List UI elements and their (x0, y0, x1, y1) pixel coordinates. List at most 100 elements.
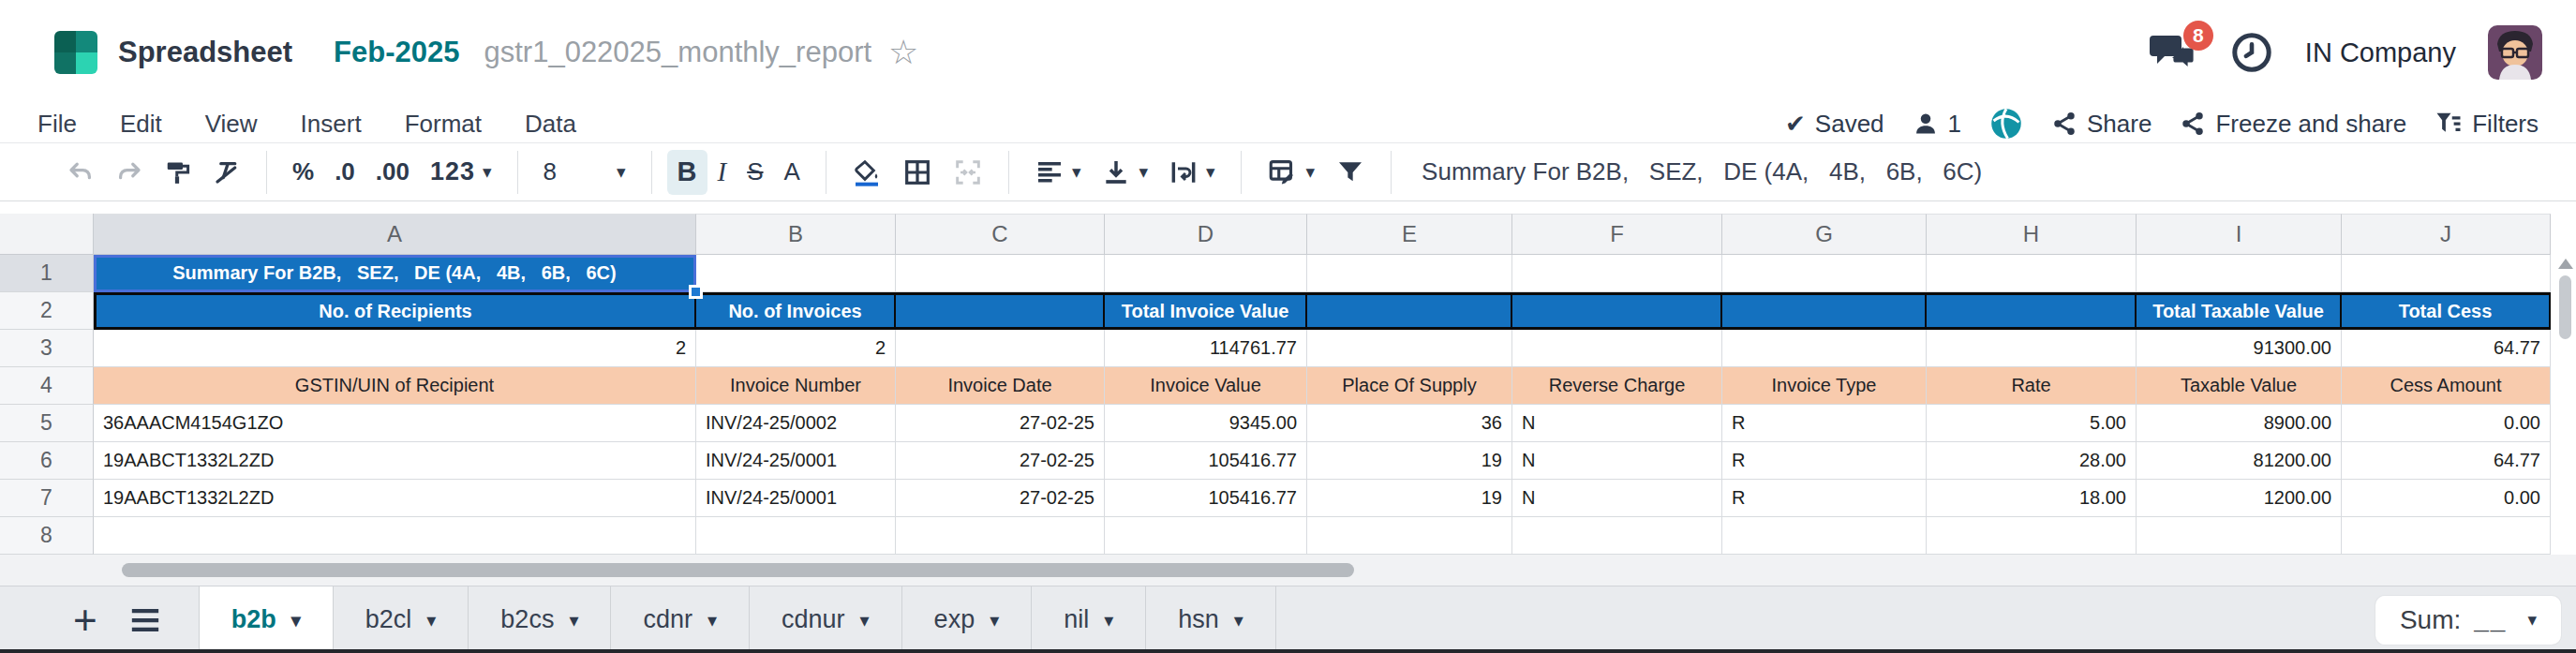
cell-G8[interactable] (1722, 517, 1927, 555)
sheet-tab-cdnur[interactable]: cdnur▾ (750, 586, 902, 653)
cell-A4[interactable]: GSTIN/UIN of Recipient (94, 367, 696, 405)
cell-A2[interactable]: No. of Recipients (94, 292, 696, 330)
select-all-corner[interactable] (0, 214, 94, 255)
row-header-7[interactable]: 7 (0, 480, 94, 517)
column-header-I[interactable]: I (2137, 214, 2342, 255)
row-header-1[interactable]: 1 (0, 255, 94, 292)
row-header-5[interactable]: 5 (0, 405, 94, 442)
column-header-F[interactable]: F (1512, 214, 1722, 255)
row-header-2[interactable]: 2 (0, 292, 94, 330)
row-header-8[interactable]: 8 (0, 517, 94, 555)
cell-E1[interactable] (1307, 255, 1512, 292)
text-wrap-button[interactable]: ▾ (1158, 150, 1226, 195)
cell-G5[interactable]: R (1722, 405, 1927, 442)
aggregate-selector[interactable]: Sum: __ ▾ (2375, 596, 2561, 645)
cell-G6[interactable]: R (1722, 442, 1927, 480)
cell-B2[interactable]: No. of Invoices (696, 292, 896, 330)
doc-period-link[interactable]: Feb-2025 (334, 36, 459, 69)
column-header-H[interactable]: H (1927, 214, 2137, 255)
cell-C8[interactable] (896, 517, 1105, 555)
activity-clock-button[interactable] (2230, 31, 2273, 74)
cell-J4[interactable]: Cess Amount (2342, 367, 2551, 405)
cell-J6[interactable]: 64.77 (2342, 442, 2551, 480)
cell-B7[interactable]: INV/24-25/0001 (696, 480, 896, 517)
cell-A7[interactable]: 19AABCT1332L2ZD (94, 480, 696, 517)
sheet-tab-b2cl[interactable]: b2cl▾ (334, 586, 469, 653)
decrease-decimal-button[interactable]: .0 (324, 150, 365, 195)
cell-E8[interactable] (1307, 517, 1512, 555)
cell-H4[interactable]: Rate (1927, 367, 2137, 405)
cell-H2[interactable] (1927, 292, 2137, 330)
column-header-C[interactable]: C (896, 214, 1105, 255)
cell-A1[interactable]: Summary For B2B, SEZ, DE (4A, 4B, 6B, 6C… (94, 255, 696, 292)
cell-I3[interactable]: 91300.00 (2137, 330, 2342, 367)
sheet-tab-exp[interactable]: exp▾ (902, 586, 1033, 653)
vertical-scroll-arrow[interactable] (2558, 259, 2573, 269)
cell-F8[interactable] (1512, 517, 1722, 555)
sheet-tab-nil[interactable]: nil▾ (1032, 586, 1146, 653)
undo-button[interactable] (56, 150, 105, 195)
row-header-6[interactable]: 6 (0, 442, 94, 480)
column-header-A[interactable]: A (94, 214, 696, 255)
menu-insert[interactable]: Insert (301, 110, 362, 139)
cell-I2[interactable]: Total Taxable Value (2137, 292, 2342, 330)
cell-D1[interactable] (1105, 255, 1307, 292)
formula-bar[interactable]: Summary For B2B, SEZ, DE (4A, 4B, 6B, 6C… (1422, 157, 1982, 186)
cell-I7[interactable]: 1200.00 (2137, 480, 2342, 517)
cell-E5[interactable]: 36 (1307, 405, 1512, 442)
cell-A6[interactable]: 19AABCT1332L2ZD (94, 442, 696, 480)
cell-B5[interactable]: INV/24-25/0002 (696, 405, 896, 442)
cell-C4[interactable]: Invoice Date (896, 367, 1105, 405)
cell-F4[interactable]: Reverse Charge (1512, 367, 1722, 405)
messages-button[interactable]: 8 (2150, 32, 2198, 73)
user-avatar[interactable] (2488, 25, 2542, 80)
number-format-button[interactable]: 123▾ (420, 150, 502, 195)
cell-D2[interactable]: Total Invoice Value (1105, 292, 1307, 330)
company-switcher[interactable]: IN Company (2305, 37, 2456, 68)
menu-edit[interactable]: Edit (120, 110, 162, 139)
cell-H5[interactable]: 5.00 (1927, 405, 2137, 442)
menu-format[interactable]: Format (405, 110, 482, 139)
collaborators[interactable]: 1 (1913, 110, 1961, 139)
cell-G4[interactable]: Invoice Type (1722, 367, 1927, 405)
row-header-4[interactable]: 4 (0, 367, 94, 405)
cell-I6[interactable]: 81200.00 (2137, 442, 2342, 480)
cell-F6[interactable]: N (1512, 442, 1722, 480)
column-header-J[interactable]: J (2342, 214, 2551, 255)
cell-J1[interactable] (2342, 255, 2551, 292)
sheet-tab-hsn[interactable]: hsn▾ (1146, 586, 1276, 653)
vertical-align-button[interactable]: ▾ (1091, 150, 1158, 195)
borders-button[interactable] (892, 150, 943, 195)
cell-B4[interactable]: Invoice Number (696, 367, 896, 405)
cell-B6[interactable]: INV/24-25/0001 (696, 442, 896, 480)
cell-H6[interactable]: 28.00 (1927, 442, 2137, 480)
cell-C3[interactable] (896, 330, 1105, 367)
cell-A8[interactable] (94, 517, 696, 555)
share-button[interactable]: Share (2051, 110, 2152, 139)
italic-button[interactable]: I (707, 150, 737, 195)
cell-J8[interactable] (2342, 517, 2551, 555)
favorite-star-icon[interactable]: ☆ (888, 36, 918, 69)
cell-C2[interactable] (896, 292, 1105, 330)
merge-cells-button[interactable] (943, 150, 993, 195)
freeze-and-share-button[interactable]: Freeze and share (2180, 110, 2406, 139)
redo-button[interactable] (105, 150, 154, 195)
sheet-tab-cdnr[interactable]: cdnr▾ (611, 586, 750, 653)
cell-D7[interactable]: 105416.77 (1105, 480, 1307, 517)
horizontal-scrollbar[interactable] (122, 563, 1354, 577)
increase-decimal-button[interactable]: .00 (365, 150, 420, 195)
row-header-3[interactable]: 3 (0, 330, 94, 367)
menu-view[interactable]: View (205, 110, 258, 139)
cell-H1[interactable] (1927, 255, 2137, 292)
bold-button[interactable]: B (667, 150, 707, 195)
cell-J5[interactable]: 0.00 (2342, 405, 2551, 442)
column-header-G[interactable]: G (1722, 214, 1927, 255)
cell-E3[interactable] (1307, 330, 1512, 367)
sheet-list-button[interactable] (129, 606, 161, 634)
cell-J3[interactable]: 64.77 (2342, 330, 2551, 367)
text-color-button[interactable]: A (774, 150, 811, 195)
menu-data[interactable]: Data (525, 110, 576, 139)
cell-E4[interactable]: Place Of Supply (1307, 367, 1512, 405)
paint-format-button[interactable] (154, 150, 202, 195)
column-header-E[interactable]: E (1307, 214, 1512, 255)
